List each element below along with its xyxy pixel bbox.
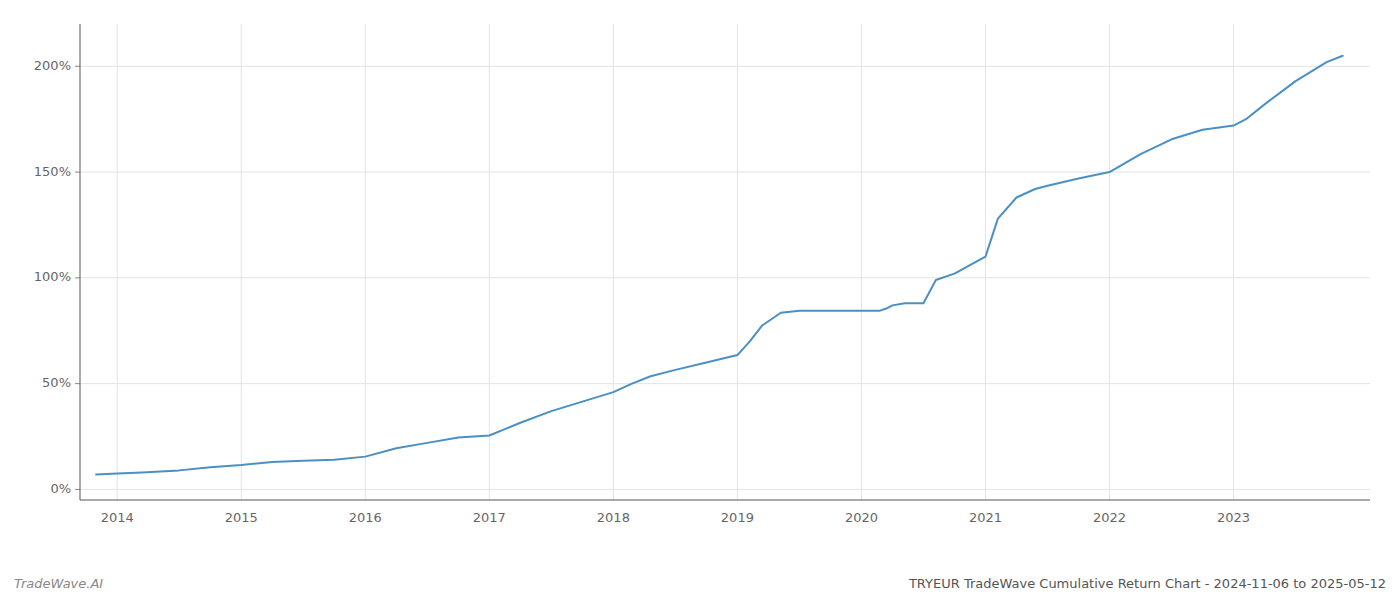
chart-svg: 0% 50% 100% 150% 200% 2014 2015 2016 2017 2018 201… [0, 0, 1400, 600]
y-tick-label: 200% [34, 58, 71, 73]
grid [80, 24, 1370, 500]
x-grid-line [1109, 24, 1110, 500]
chart-container: 0% 50% 100% 150% 200% 2014 2015 2016 2017 2018 201… [0, 0, 1400, 600]
x-tick-label: 2016 [349, 510, 382, 525]
line [96, 56, 1343, 475]
texts: TradeWave.AI TRYEUR TradeWave Cumulative … [14, 576, 1386, 591]
y-tick-label: 50% [42, 375, 71, 390]
plot-area [96, 56, 1343, 475]
y-tick [75, 172, 80, 173]
x-grid-line [613, 24, 614, 500]
y-tick-label: 100% [34, 269, 71, 284]
x-grid-line [117, 24, 118, 500]
y-tick [75, 489, 80, 490]
y-tick-label: 0% [50, 481, 71, 496]
y-tick [75, 66, 80, 67]
y-grid-line [80, 66, 1370, 67]
x-tick-label: 2021 [969, 510, 1002, 525]
x-grid-line [241, 24, 242, 500]
y-tick-label: 150% [34, 164, 71, 179]
x-grid-line [737, 24, 738, 500]
x-grid-line [365, 24, 366, 500]
x-tick-label: 2014 [101, 510, 134, 525]
axes: 0% 50% 100% 150% 200% 2014 2015 2016 2017 2018 201… [34, 24, 1370, 525]
x-tick-label: 2018 [597, 510, 630, 525]
x-grid-line [861, 24, 862, 500]
x-grid-line [1233, 24, 1234, 500]
y-axis-line [80, 24, 81, 500]
x-tick-label: 2019 [721, 510, 754, 525]
y-tick [75, 277, 80, 278]
x-tick-label: 2022 [1093, 510, 1126, 525]
watermark: TradeWave.AI [14, 576, 103, 591]
y-tick [75, 383, 80, 384]
y-grid-line [80, 172, 1370, 173]
x-grid-line [985, 24, 986, 500]
x-tick-label: 2020 [845, 510, 878, 525]
y-grid-line [80, 277, 1370, 278]
x-tick-label: 2023 [1217, 510, 1250, 525]
y-grid-line [80, 383, 1370, 384]
x-grid-line [489, 24, 490, 500]
y-grid-line [80, 489, 1370, 490]
x-tick-label: 2017 [473, 510, 506, 525]
x-tick-label: 2015 [225, 510, 258, 525]
title: TRYEUR TradeWave Cumulative Return Chart… [908, 576, 1386, 591]
x-axis-line [80, 500, 1370, 501]
